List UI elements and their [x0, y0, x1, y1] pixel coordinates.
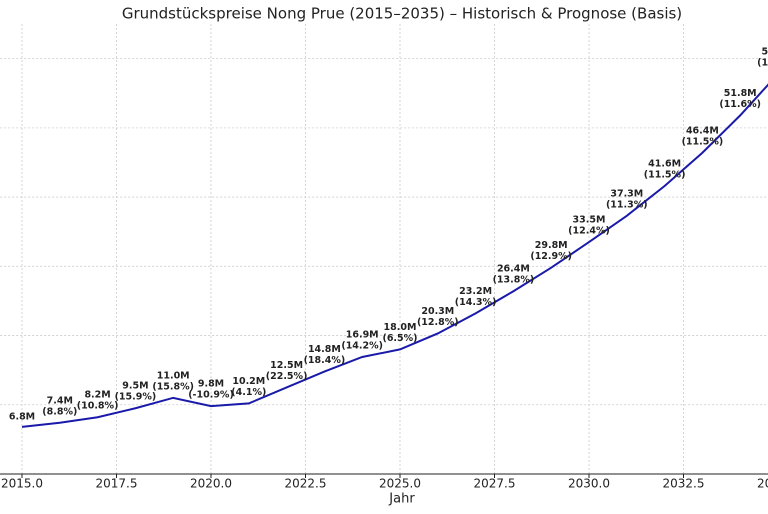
value-label: 41.6M	[648, 159, 681, 170]
x-tick-label: 2022.5	[285, 477, 327, 491]
x-axis-label: Jahr	[388, 492, 415, 507]
value-label: 37.3M	[610, 188, 643, 199]
value-label: 10.2M	[232, 376, 265, 387]
value-label: 23.2M	[459, 286, 492, 297]
x-tick-label: 2015.0	[1, 477, 43, 491]
x-tick-label: 2020.0	[190, 477, 232, 491]
change-label: (11.6%)	[757, 57, 768, 68]
change-label: (13.8%)	[493, 275, 535, 286]
change-label: (11.5%)	[682, 136, 724, 147]
change-label: (14.2%)	[341, 341, 383, 352]
x-tick-label: 2025.0	[379, 477, 421, 491]
value-label: 57.8M	[762, 46, 768, 57]
value-label: 20.3M	[421, 306, 454, 317]
change-label: (12.4%)	[568, 226, 610, 237]
change-label: (18.4%)	[304, 355, 346, 366]
change-label: (15.9%)	[115, 392, 157, 403]
chart-title: Grundstückspreise Nong Prue (2015–2035) …	[122, 5, 682, 23]
change-label: (12.9%)	[530, 251, 572, 262]
change-label: (11.6%)	[719, 99, 761, 110]
value-label: 6.8M	[9, 411, 35, 422]
x-tick-label: 2030.0	[568, 477, 610, 491]
value-label: 46.4M	[686, 125, 719, 136]
value-label: 26.4M	[497, 264, 530, 275]
change-label: (12.8%)	[417, 317, 459, 328]
line	[21, 83, 768, 428]
value-label: 11.0M	[157, 370, 190, 381]
value-label: 33.5M	[573, 215, 606, 226]
x-tick-label: 2027.5	[474, 477, 516, 491]
change-label: (10.8%)	[77, 401, 119, 412]
x-tick-label: 2035.0	[757, 477, 768, 491]
value-label: 14.8M	[308, 344, 341, 355]
change-label: (22.5%)	[266, 371, 308, 382]
value-label: 9.8M	[198, 379, 224, 390]
x-tick-label: 2017.5	[96, 477, 138, 491]
change-label: (4.1%)	[231, 387, 266, 398]
change-label: (11.5%)	[644, 170, 686, 181]
change-label: (15.8%)	[152, 381, 194, 392]
value-label: 18.0M	[384, 322, 417, 333]
value-label: 8.2M	[84, 390, 110, 401]
value-label: 29.8M	[535, 240, 568, 251]
value-label: 9.5M	[122, 381, 148, 392]
value-label: 16.9M	[346, 330, 379, 341]
change-label: (-10.9%)	[188, 390, 234, 401]
change-label: (6.5%)	[382, 333, 417, 344]
change-label: (11.3%)	[606, 199, 648, 210]
change-label: (14.3%)	[455, 297, 497, 308]
value-label: 12.5M	[270, 360, 303, 371]
value-label: 7.4M	[47, 395, 73, 406]
change-label: (8.8%)	[42, 406, 77, 417]
x-tick-label: 2032.5	[663, 477, 705, 491]
value-label: 51.8M	[724, 88, 757, 99]
